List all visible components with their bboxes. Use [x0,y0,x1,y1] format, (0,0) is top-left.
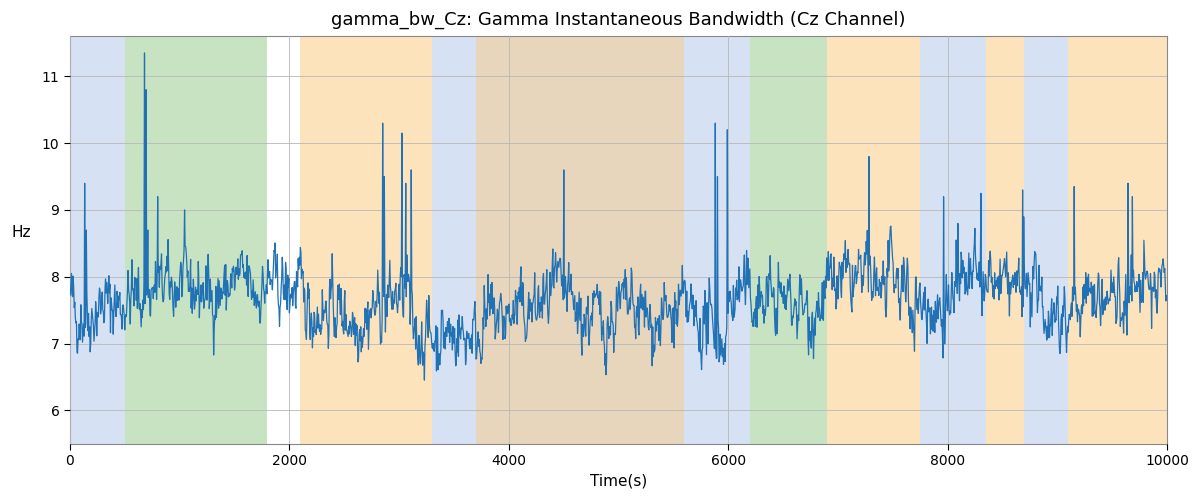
Bar [1068,36,1166,444]
Bar [920,36,986,444]
Bar [125,36,268,444]
Bar [706,36,750,444]
Bar [986,36,1025,444]
Bar [1025,36,1068,444]
Bar [475,36,684,444]
Bar [750,36,827,444]
Bar [300,36,432,444]
Bar [70,36,125,444]
X-axis label: Time(s): Time(s) [589,474,647,489]
Y-axis label: Hz: Hz [11,225,31,240]
Bar [432,36,706,444]
Title: gamma_bw_Cz: Gamma Instantaneous Bandwidth (Cz Channel): gamma_bw_Cz: Gamma Instantaneous Bandwid… [331,11,906,30]
Bar [827,36,920,444]
